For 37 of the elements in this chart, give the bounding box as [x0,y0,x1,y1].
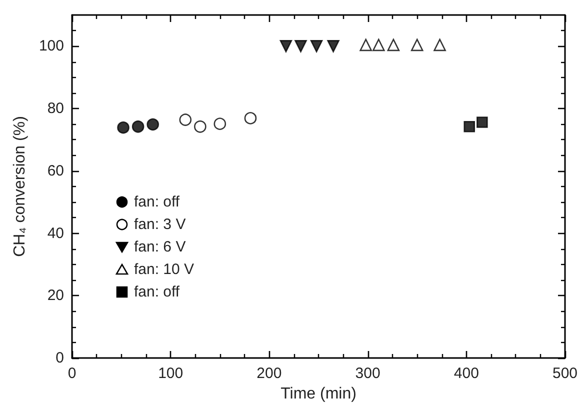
y-tick-label: 60 [47,162,64,180]
point [327,40,340,52]
y-axis-title: CH₄ conversion (%) [12,116,29,257]
x-tick-label: 200 [256,365,282,382]
legend-label: fan: off [134,194,180,210]
y-tick-label: 100 [38,38,64,55]
point [360,38,372,52]
point [410,38,424,52]
point [280,40,292,52]
point [194,120,206,133]
point [146,118,159,131]
point [372,38,385,52]
legend-label: fan: off [134,284,180,300]
x-tick-label: 100 [158,365,184,382]
point [244,112,257,124]
x-tick-label: 0 [68,365,76,382]
y-tick-label: 40 [47,224,64,242]
point [464,120,476,132]
point [179,114,192,126]
point [294,40,307,52]
point [117,121,130,134]
point [214,118,226,130]
x-tick-label: 300 [355,365,380,382]
x-tick-label: 500 [552,365,578,382]
point [387,38,400,52]
point [310,40,323,52]
legend-label: fan: 3 V [134,216,186,233]
legend-label: fan: 10 V [134,261,194,278]
x-axis-title: Time (min) [280,385,356,402]
point [434,38,446,52]
point [132,120,144,133]
y-tick-label: 0 [56,350,64,366]
y-tick-label: 80 [47,100,64,118]
point [476,116,488,128]
legend-label: fan: 6 V [134,238,186,256]
x-tick-label: 400 [454,365,479,382]
y-tick-label: 20 [47,287,64,304]
